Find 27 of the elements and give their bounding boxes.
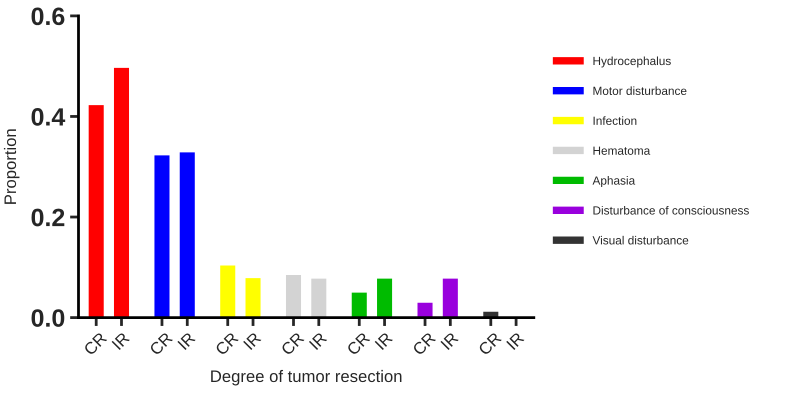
x-tick-label: IR <box>506 332 524 350</box>
x-axis-title: Degree of tumor resection <box>211 370 402 386</box>
y-tick-label: 0.2 <box>32 208 64 226</box>
x-tick-label: CR <box>412 332 436 356</box>
legend-label: Infection <box>594 116 636 125</box>
x-tick-label: CR <box>280 332 305 356</box>
x-tick-label: CR <box>346 332 370 356</box>
y-tick-label: 0.4 <box>32 108 66 126</box>
legend-label: Disturbance of consciousness <box>593 206 749 215</box>
legend-label: Motor disturbance <box>593 86 686 96</box>
y-tick-label: 0.0 <box>32 309 64 327</box>
x-tick-label: IR <box>440 332 459 350</box>
x-tick-label: IR <box>308 332 328 350</box>
legend-label: Visual disturbance <box>592 236 688 245</box>
x-tick-label: CR <box>148 332 174 356</box>
y-tick-label: 0.6 <box>32 7 64 26</box>
x-tick-label: IR <box>243 332 262 350</box>
y-axis-title: Proportion <box>4 129 20 204</box>
legend-label: Hematoma <box>593 146 650 155</box>
legend-label: Hydrocephalus <box>593 56 671 68</box>
x-tick-label: CR <box>214 332 239 356</box>
x-tick-label: CR <box>83 332 108 356</box>
x-tick-label: IR <box>177 332 196 350</box>
x-tick-label: CR <box>478 332 502 356</box>
x-tick-label: IR <box>112 332 130 350</box>
legend-label: Aphasia <box>592 176 636 188</box>
x-tick-label: IR <box>374 332 393 350</box>
